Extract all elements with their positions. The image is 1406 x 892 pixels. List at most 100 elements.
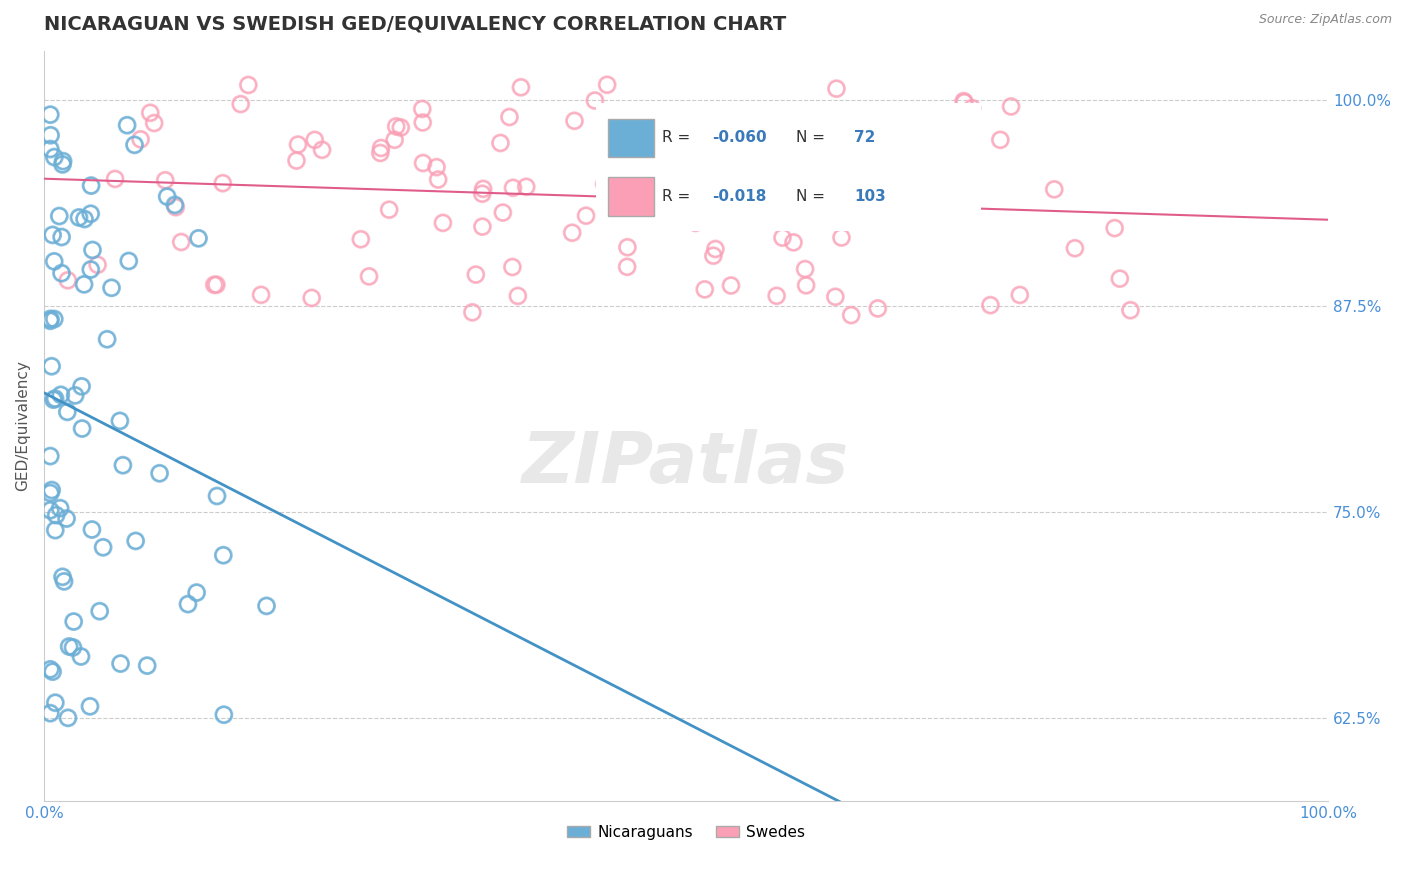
Point (385, 120, 408, 134)
Point (205, 489, 228, 503)
Point (637, 112, 659, 127)
Point (1043, 182, 1066, 196)
Point (790, 199, 813, 213)
Point (304, 133, 326, 147)
Point (304, 133, 326, 147)
Point (51, 570, 73, 584)
Point (716, 177, 738, 191)
Point (100, 281, 122, 295)
Point (70, 421, 93, 435)
Point (952, 94, 974, 108)
Point (370, 141, 392, 155)
Point (616, 260, 638, 274)
Point (45, 508, 67, 522)
Point (1064, 241, 1087, 255)
Point (953, 95, 976, 110)
Point (155, 173, 177, 187)
Point (641, 121, 664, 136)
Point (575, 209, 598, 223)
Point (866, 301, 889, 316)
Point (70, 649, 93, 664)
Point (685, 216, 707, 230)
Point (51, 266, 73, 280)
Point (779, 207, 801, 221)
Point (211, 176, 233, 190)
Point (702, 249, 724, 263)
Point (51, 157, 73, 171)
Point (39, 486, 62, 500)
Point (510, 80, 533, 95)
Point (108, 414, 131, 428)
Point (790, 199, 813, 213)
Point (936, 155, 959, 169)
Point (637, 112, 659, 127)
Point (70, 649, 93, 664)
Point (124, 137, 146, 152)
Point (186, 585, 208, 599)
Point (412, 156, 434, 170)
Point (52, 154, 75, 169)
Point (70, 379, 93, 393)
Point (139, 105, 162, 120)
Point (52, 154, 75, 169)
Point (432, 216, 454, 230)
Point (510, 80, 533, 95)
Point (238, 78, 260, 92)
Point (124, 533, 146, 548)
Point (111, 458, 134, 473)
Point (641, 121, 664, 136)
Point (136, 658, 159, 673)
Point (39, 108, 62, 122)
Point (301, 291, 323, 305)
Point (51, 570, 73, 584)
Point (772, 230, 794, 244)
Point (73, 277, 96, 292)
Point (790, 201, 813, 215)
Point (212, 707, 235, 722)
Point (868, 177, 890, 191)
Point (830, 230, 852, 244)
Point (70, 379, 93, 393)
Point (110, 657, 132, 671)
Point (56, 273, 79, 287)
Point (41, 359, 63, 374)
Point (824, 290, 846, 304)
Point (80, 523, 103, 537)
Point (794, 278, 817, 293)
Point (471, 219, 494, 234)
Point (124, 533, 146, 548)
Point (782, 235, 804, 250)
Point (1043, 182, 1066, 196)
Point (464, 268, 486, 282)
Point (936, 155, 959, 169)
Point (630, 154, 652, 169)
Point (720, 278, 742, 293)
Point (124, 137, 146, 152)
Point (39, 312, 62, 326)
Point (385, 120, 408, 134)
Point (979, 298, 1001, 312)
Point (506, 289, 529, 303)
Point (39, 142, 62, 156)
Point (506, 289, 529, 303)
Point (471, 186, 494, 201)
Point (561, 226, 583, 240)
Point (953, 95, 976, 110)
Point (44, 254, 66, 268)
Point (170, 235, 193, 249)
Point (67, 211, 90, 225)
Point (501, 260, 523, 274)
Point (42, 392, 65, 407)
Point (118, 254, 141, 268)
Point (498, 110, 520, 124)
Point (39, 706, 62, 721)
Point (287, 137, 309, 152)
Point (370, 145, 392, 160)
Point (988, 133, 1011, 147)
Point (868, 177, 890, 191)
Point (48, 209, 70, 223)
Point (55, 511, 77, 525)
Point (143, 116, 166, 130)
Point (63, 388, 86, 402)
Point (716, 177, 738, 191)
